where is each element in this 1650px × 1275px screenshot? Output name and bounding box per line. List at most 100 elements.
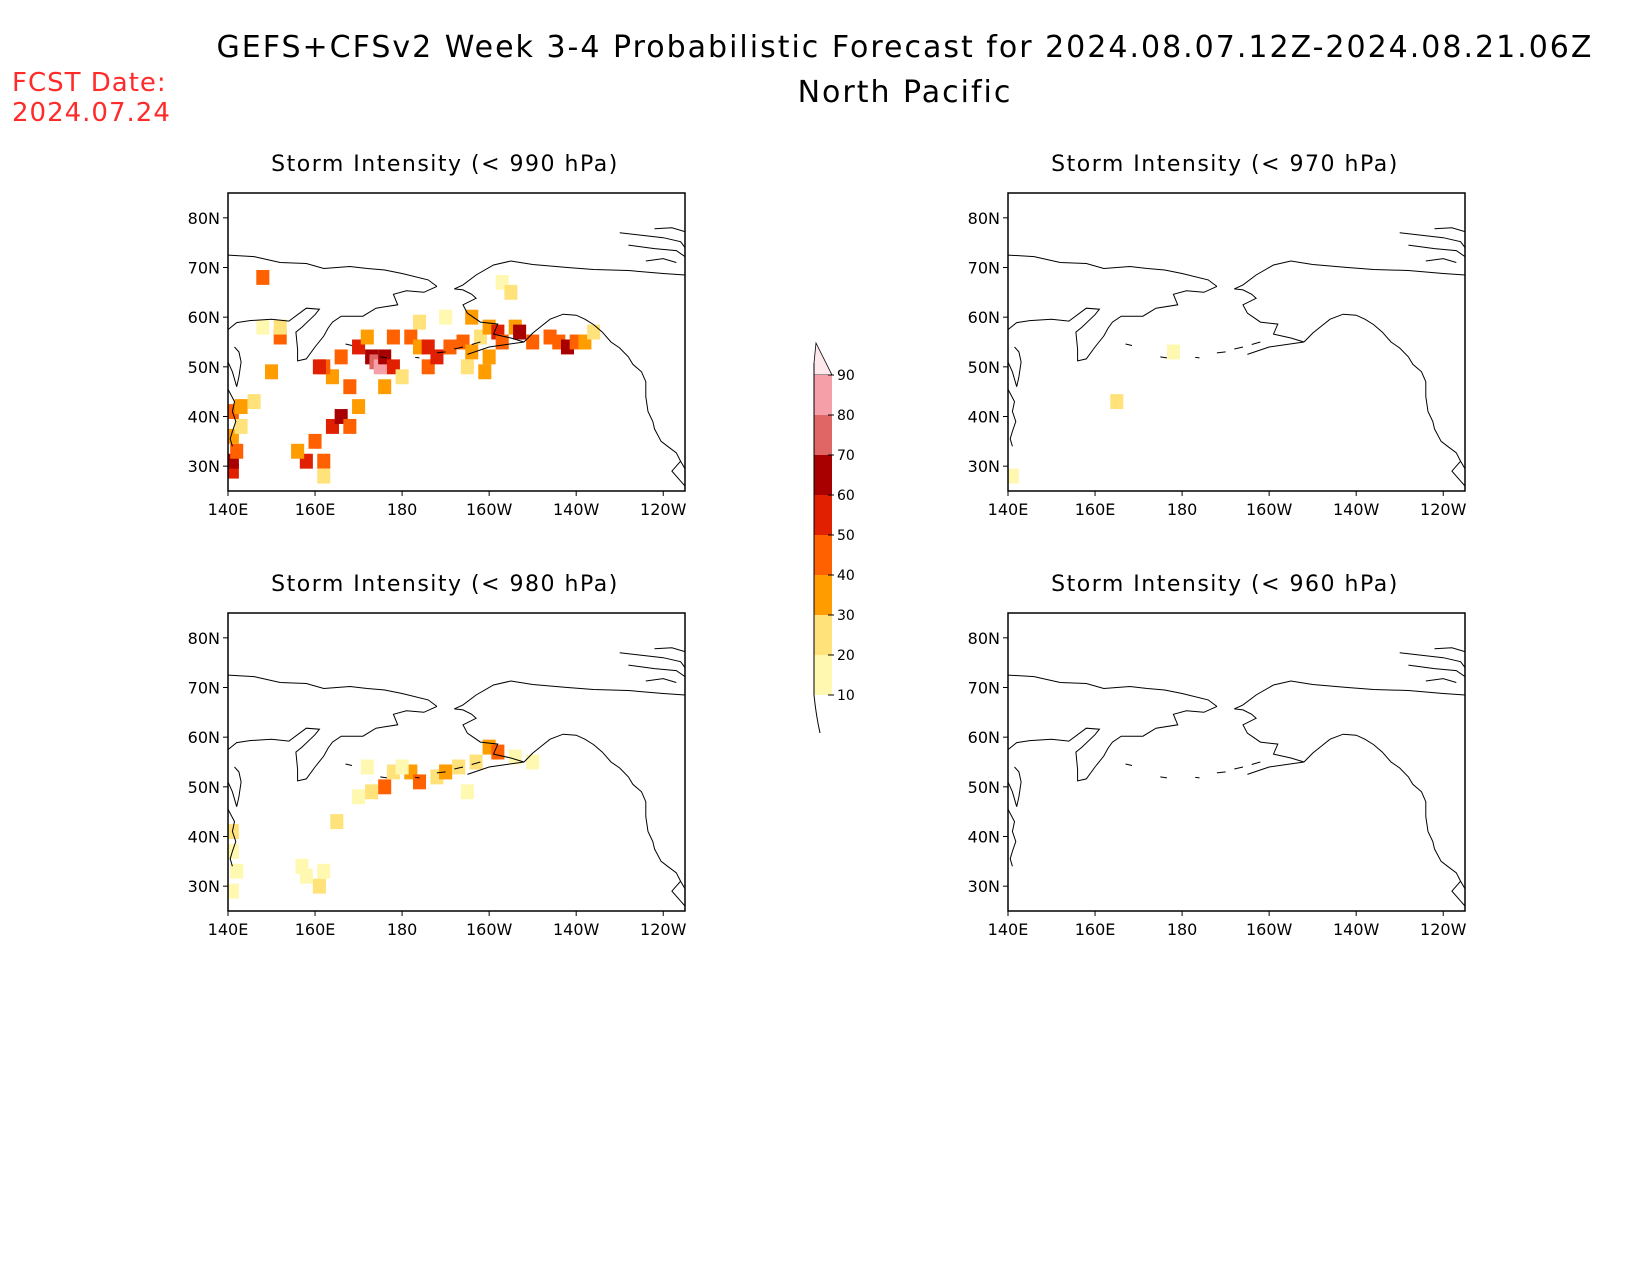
lat-tick-label: 60N (968, 308, 1000, 327)
aleutian-island (436, 351, 446, 354)
coastline (619, 652, 685, 668)
map-panel-970: 30N 40N 50N 60N 70N 80N 140E 160E 180 160W 140W 120… (968, 192, 1467, 519)
colorbar-bin (814, 455, 832, 495)
lat-tick-label: 30N (968, 457, 1000, 476)
probability-cell (228, 453, 239, 469)
probability-cell (430, 349, 444, 365)
coastline (1008, 346, 1022, 387)
lat-tick-label: 60N (188, 728, 220, 747)
probability-cell (386, 329, 400, 345)
aleutian-island (436, 771, 446, 774)
probability-cell (352, 399, 366, 415)
panel-title-980: Storm Intensity (< 980 hPa) (271, 572, 619, 597)
probability-cell (352, 789, 366, 805)
probability-cell (504, 284, 518, 300)
lon-tick-label: 180 (387, 500, 418, 519)
coastline (1408, 664, 1465, 678)
coastline (1008, 285, 1218, 362)
coastline (228, 766, 242, 807)
probability-cell (1110, 394, 1124, 410)
lat-tick-label: 70N (968, 679, 1000, 698)
probability-cell (256, 319, 270, 335)
probability-cell (343, 418, 357, 434)
coastline (654, 227, 685, 233)
fcst-label: FCST Date: (12, 68, 167, 98)
colorbar-tick-label: 40 (837, 568, 855, 584)
coastline (1008, 254, 1218, 287)
coastline (1399, 652, 1465, 668)
lat-tick-label: 30N (188, 457, 220, 476)
aleutian-island (454, 766, 464, 770)
colorbar-tick-label: 70 (837, 448, 855, 464)
map-panel-990: 30N 40N 50N 60N 70N 80N 140E 160E 180 160W 140W 120… (188, 192, 687, 519)
coastline (1399, 232, 1465, 248)
aleutian-island (1125, 763, 1133, 766)
probability-cell (228, 824, 239, 839)
probability-cell (230, 863, 244, 879)
aleutian-island (1216, 771, 1226, 774)
coastline (645, 678, 677, 683)
lat-tick-label: 50N (188, 778, 220, 797)
probability-cell (343, 379, 357, 395)
lat-tick-label: 40N (188, 828, 220, 847)
coastline (1008, 674, 1218, 707)
probability-cell (469, 754, 483, 770)
coastline (1234, 288, 1305, 355)
probability-cell (395, 369, 409, 385)
coastline (1434, 227, 1465, 233)
lat-tick-label: 60N (968, 728, 1000, 747)
aleutian-island (1251, 761, 1261, 765)
lat-tick-label: 40N (968, 408, 1000, 427)
coastline (1408, 244, 1465, 258)
lon-tick-label: 120W (1420, 920, 1467, 939)
colorbar-bin (814, 655, 832, 695)
lon-tick-label: 140E (988, 920, 1029, 939)
lon-tick-label: 160E (1075, 500, 1116, 519)
map-frame (227, 612, 686, 912)
colorbar-tick-label: 20 (837, 648, 855, 664)
coastline (1234, 708, 1305, 775)
probability-cell (228, 428, 239, 444)
lon-tick-label: 120W (640, 500, 687, 519)
coastline (228, 705, 438, 782)
map-frame (1007, 192, 1466, 492)
probability-cell (360, 329, 374, 345)
colorbar-tick-label: 80 (837, 408, 855, 424)
lon-tick-label: 140E (208, 920, 249, 939)
colorbar-bin (814, 375, 832, 415)
lat-tick-label: 50N (188, 358, 220, 377)
coastline (228, 808, 237, 867)
probability-cell (378, 779, 392, 795)
colorbar-tick-label: 10 (837, 688, 855, 704)
probability-cell (228, 883, 239, 899)
lat-tick-label: 80N (188, 209, 220, 228)
probability-field (228, 647, 685, 907)
probability-cell (334, 349, 348, 365)
coastline (628, 244, 685, 258)
lon-tick-label: 160E (1075, 920, 1116, 939)
probability-cell (228, 404, 239, 419)
lon-tick-label: 180 (1167, 920, 1198, 939)
probability-cell (317, 453, 331, 469)
coastline (1008, 808, 1017, 867)
probability-cell (526, 754, 540, 770)
probability-cell (330, 814, 344, 830)
probability-cell (412, 774, 427, 790)
aleutian-island (345, 763, 353, 766)
coastline (228, 674, 438, 707)
probability-cell (228, 463, 239, 479)
colorbar-tick-label: 90 (837, 368, 855, 384)
coastline (1303, 313, 1465, 469)
lat-tick-label: 50N (968, 358, 1000, 377)
lat-tick-label: 70N (188, 259, 220, 278)
aleutian-island (1125, 343, 1133, 346)
aleutian-island (1216, 351, 1226, 354)
probability-cell (526, 334, 540, 350)
page-title: GEFS+CFSv2 Week 3-4 Probabilistic Foreca… (216, 30, 1594, 65)
fcst-date: 2024.07.24 (12, 98, 171, 128)
probability-cell (412, 314, 427, 330)
lat-tick-label: 80N (968, 629, 1000, 648)
aleutian-island (471, 341, 481, 345)
aleutian-island (345, 343, 353, 346)
probability-cell (230, 443, 244, 459)
